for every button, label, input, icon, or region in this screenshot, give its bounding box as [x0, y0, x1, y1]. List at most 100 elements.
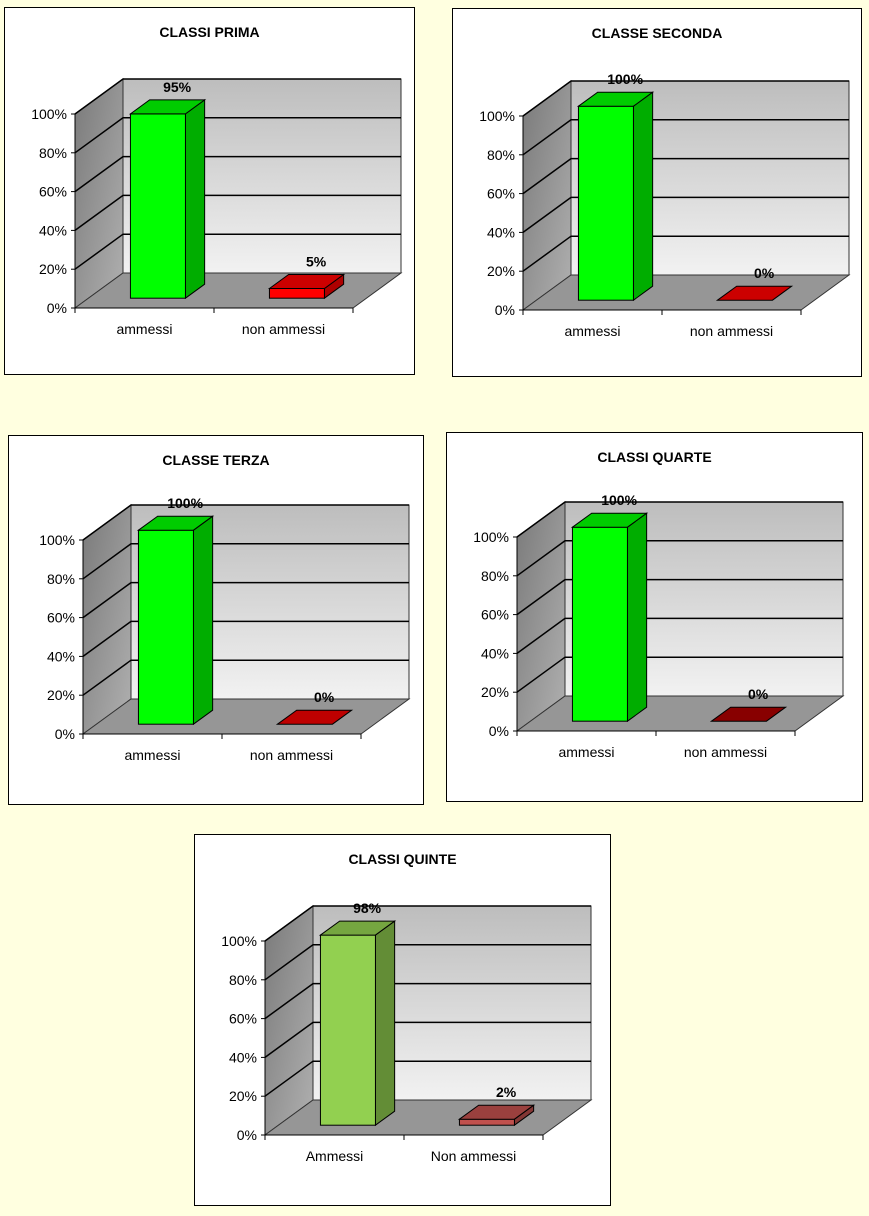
bar-top [136, 515, 215, 531]
gridline [74, 194, 401, 232]
data-label: 0% [754, 265, 775, 281]
y-tick-label: 80% [39, 145, 67, 161]
y-tick-label: 0% [489, 723, 509, 739]
data-label: 95% [163, 79, 192, 95]
y-tick-label: 80% [481, 568, 509, 584]
x-tick-label: non ammessi [250, 747, 333, 763]
chart-panel-4: CLASSI QUARTE 0% 20% 40% 60% 80% 100% ammessi no… [446, 432, 863, 802]
x-tick-label: non ammessi [690, 323, 773, 339]
gridline [516, 501, 843, 538]
y-tick-label: 60% [229, 1011, 257, 1027]
chart-title: CLASSI QUARTE [597, 449, 712, 465]
gridline [522, 157, 849, 195]
side-wall [516, 501, 566, 732]
bar [571, 526, 628, 722]
x-tick-label: ammessi [124, 747, 180, 763]
bar [129, 113, 186, 299]
gridline [516, 578, 843, 616]
y-tick-label: 20% [47, 687, 75, 703]
bar [137, 529, 194, 725]
y-tick-label: 60% [481, 607, 509, 623]
y-tick-label: 40% [47, 648, 75, 664]
gridline [522, 80, 849, 117]
x-tick-label: Non ammessi [431, 1148, 517, 1164]
bar-top [128, 99, 207, 115]
x-tick-label: ammessi [116, 321, 172, 337]
data-label: 0% [314, 689, 335, 705]
bar [268, 288, 325, 299]
bar-side [626, 512, 648, 723]
y-tick-label: 60% [39, 184, 67, 200]
bar-chart-3d: 0% 20% 40% 60% 80% 100% ammessi non ammessi 100%… [479, 71, 851, 339]
bar-top [570, 512, 649, 528]
y-tick-label: 80% [229, 972, 257, 988]
chart-title: CLASSE TERZA [162, 452, 270, 468]
x-tick-label: ammessi [564, 323, 620, 339]
chart-title: CLASSI PRIMA [159, 24, 260, 40]
gridline [74, 117, 401, 154]
data-label: 98% [353, 900, 382, 916]
gridline [82, 543, 409, 580]
bar [458, 1118, 515, 1126]
bar-chart-3d: 0% 20% 40% 60% 80% 100% ammessi non ammessi 100%… [39, 495, 411, 763]
data-label: 100% [607, 71, 643, 87]
y-tick-label: 0% [237, 1127, 257, 1143]
chart-panel-5: CLASSI QUINTE 0% 20% 40% 60% 80% 100% Ammessi No… [194, 834, 611, 1206]
gridline [264, 1060, 591, 1097]
bar-top [267, 274, 346, 289]
chart-panel-3: CLASSE TERZA 0% 20% 40% 60% 80% 100% ammessi non… [8, 435, 424, 805]
y-tick-label: 40% [39, 222, 67, 238]
y-tick-label: 20% [481, 684, 509, 700]
y-tick-label: 20% [487, 263, 515, 279]
floor [81, 698, 411, 735]
side-wall [522, 80, 572, 311]
y-tick-label: 0% [55, 726, 75, 742]
bar-top [709, 706, 788, 722]
gridline [74, 78, 401, 115]
y-tick-label: 20% [229, 1088, 257, 1104]
x-tick-label: non ammessi [242, 321, 325, 337]
gridline [82, 659, 409, 696]
bar-top [576, 91, 655, 107]
y-tick-label: 80% [487, 147, 515, 163]
data-label: 100% [601, 492, 637, 508]
x-tick-label: non ammessi [684, 744, 767, 760]
y-tick-label: 20% [39, 261, 67, 277]
gridline [74, 233, 401, 270]
gridline [522, 196, 849, 234]
bar-side [192, 515, 214, 726]
data-label: 2% [496, 1084, 517, 1100]
floor [521, 274, 851, 311]
chart-title: CLASSE SECONDA [591, 25, 723, 41]
bar-top [715, 285, 794, 301]
bar [319, 934, 376, 1126]
x-tick-label: Ammessi [306, 1148, 364, 1164]
gridline [264, 944, 591, 981]
gridline [516, 656, 843, 693]
chart-panel-2: CLASSE SECONDA 0% 20% 40% 60% 80% 100% ammessi n… [452, 8, 862, 377]
bar-top [318, 920, 397, 936]
bar-chart-3d: 0% 20% 40% 60% 80% 100% ammessi non ammessi 100%… [473, 492, 845, 760]
y-tick-label: 40% [481, 645, 509, 661]
gridline [74, 155, 401, 193]
y-tick-label: 40% [487, 224, 515, 240]
bar-top [457, 1104, 536, 1120]
y-tick-label: 80% [47, 571, 75, 587]
floor [515, 695, 845, 732]
gridline [264, 982, 591, 1020]
gridline [522, 235, 849, 272]
gridline [264, 1021, 591, 1059]
bar-side [632, 91, 654, 302]
bar-top [275, 709, 354, 725]
side-wall [74, 78, 124, 309]
data-label: 100% [167, 495, 203, 511]
gridline [522, 119, 849, 156]
x-tick-label: ammessi [558, 744, 614, 760]
y-tick-label: 60% [47, 610, 75, 626]
gridline [82, 581, 409, 619]
y-tick-label: 0% [47, 300, 67, 316]
floor [263, 1099, 593, 1136]
chart-panel-1: CLASSI PRIMA 0% 20% 40% 60% 80% 100% ammessi non… [4, 7, 415, 375]
bar-side [184, 98, 206, 300]
bar-side [374, 920, 396, 1127]
